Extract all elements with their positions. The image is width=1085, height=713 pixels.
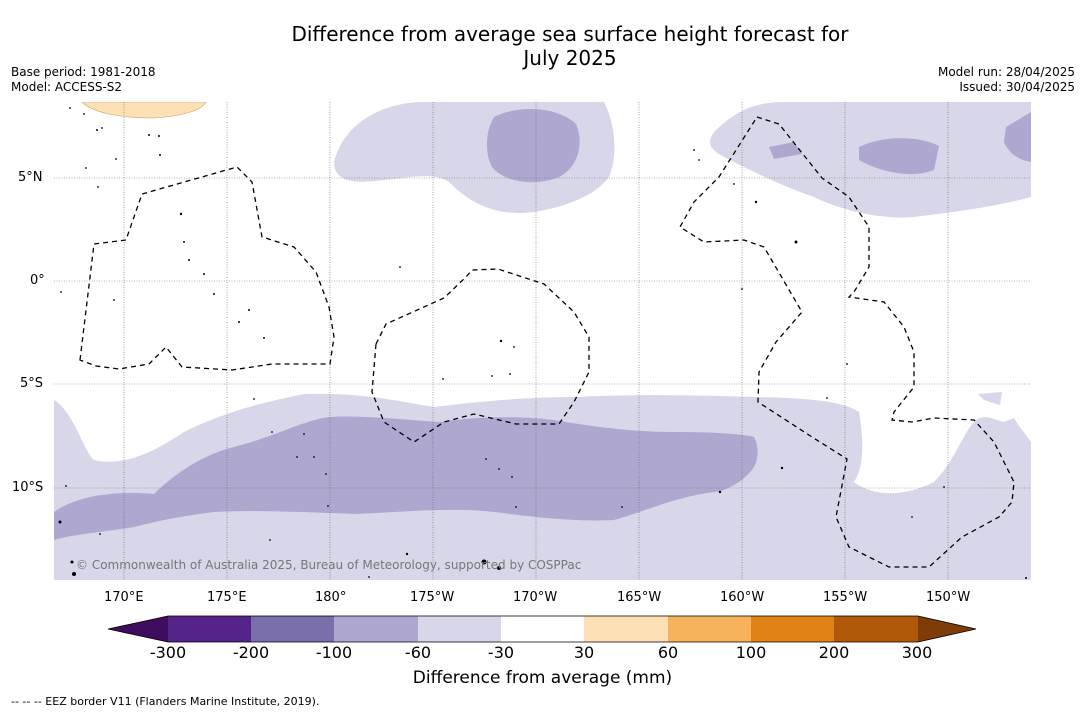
lon-label-170w: 170°W	[513, 590, 558, 605]
map-svg	[54, 102, 1031, 580]
model-run: Model run: 28/04/2025	[937, 65, 1075, 79]
title-line-2: July 2025	[523, 46, 617, 70]
map-title: Difference from average sea surface heig…	[0, 22, 1085, 70]
copyright-notice: © Commonwealth of Australia 2025, Bureau…	[76, 558, 582, 572]
cb-tick-6: 60	[657, 643, 679, 662]
meta-right: Model run: 28/04/2025 Issued: 30/04/2025	[938, 65, 1075, 95]
colorbar-segment-9	[834, 616, 918, 642]
lon-label-175w: 175°W	[410, 590, 455, 605]
meta-left: Base period: 1981-2018 Model: ACCESS-S2	[11, 65, 156, 95]
colorbar	[107, 615, 978, 643]
colorbar-outline	[107, 615, 977, 643]
colorbar-segment-6	[584, 616, 668, 642]
cb-tick-8: 200	[818, 643, 850, 662]
cb-tick-0: -300	[149, 643, 187, 662]
lon-label-170e: 170°E	[104, 590, 144, 605]
lon-label-180: 180°	[315, 590, 347, 605]
lon-label-175e: 175°E	[207, 590, 247, 605]
lat-label-0: 0°	[30, 273, 45, 288]
colorbar-segment-0	[108, 616, 168, 642]
lon-label-150w: 150°W	[926, 590, 971, 605]
eez-border-kiribati-gilbert	[79, 166, 335, 371]
cb-tick-1: -200	[232, 643, 270, 662]
light-region-small-east	[978, 392, 1002, 405]
lon-label-165w: 165°W	[617, 590, 662, 605]
eez-borders	[79, 116, 1015, 568]
medium-region-north-1	[486, 108, 580, 183]
cb-tick-4: -30	[487, 643, 515, 662]
positive-region	[81, 102, 207, 119]
title-line-1: Difference from average sea surface heig…	[291, 22, 849, 46]
lon-label-155w: 155°W	[823, 590, 868, 605]
medium-region-south	[54, 416, 758, 540]
cb-tick-3: -60	[404, 643, 432, 662]
colorbar-title: Difference from average (mm)	[412, 668, 673, 688]
anomaly-medium-regions	[54, 108, 1031, 540]
base-period: Base period: 1981-2018	[11, 65, 156, 79]
lon-label-160w: 160°W	[720, 590, 765, 605]
colorbar-segment-8	[751, 616, 834, 642]
colorbar-segment-7	[668, 616, 751, 642]
colorbar-segment-3	[334, 616, 418, 642]
cb-tick-2: -100	[315, 643, 353, 662]
colorbar-segment-10	[918, 616, 976, 642]
eez-border-line-islands	[679, 116, 1015, 568]
model-name: Model: ACCESS-S2	[11, 80, 123, 94]
medium-region-north-4	[1004, 112, 1031, 162]
colorbar-segment-5	[501, 616, 584, 642]
medium-region-north-3	[859, 138, 939, 175]
lat-label-5n: 5°N	[18, 170, 43, 185]
lat-label-5s: 5°S	[20, 376, 44, 391]
eez-footnote: -- -- -- EEZ border V11 (Flanders Marine…	[11, 695, 320, 708]
colorbar-segment-2	[251, 616, 334, 642]
lat-label-10s: 10°S	[12, 480, 44, 495]
colorbar-segment-4	[418, 616, 501, 642]
cb-tick-9: 300	[901, 643, 933, 662]
islands	[58, 107, 1027, 579]
map-area[interactable]	[54, 102, 1031, 580]
cb-tick-7: 100	[735, 643, 767, 662]
gridlines	[54, 102, 1031, 580]
cb-tick-5: 30	[573, 643, 595, 662]
issued-date: Issued: 30/04/2025	[959, 80, 1075, 94]
colorbar-segment-1	[168, 616, 251, 642]
colorbar-svg	[107, 615, 977, 643]
medium-region-north-2	[769, 142, 802, 159]
